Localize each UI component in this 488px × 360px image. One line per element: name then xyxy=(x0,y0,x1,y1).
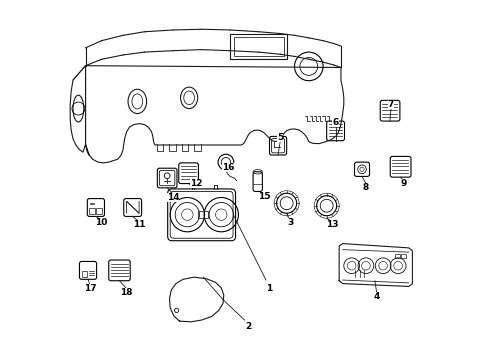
Text: 8: 8 xyxy=(362,183,368,192)
Text: 15: 15 xyxy=(257,192,270,201)
Text: 7: 7 xyxy=(387,100,393,109)
Bar xyxy=(81,271,87,277)
Text: 12: 12 xyxy=(190,179,202,188)
Bar xyxy=(400,253,406,258)
Text: 18: 18 xyxy=(120,288,132,297)
Bar xyxy=(394,253,399,258)
Text: 5: 5 xyxy=(277,132,283,141)
Bar xyxy=(96,208,102,214)
Text: 13: 13 xyxy=(325,220,338,229)
Text: 1: 1 xyxy=(266,284,272,293)
Bar xyxy=(233,37,283,56)
Text: 2: 2 xyxy=(244,322,251,331)
Bar xyxy=(230,34,287,59)
Text: 17: 17 xyxy=(84,284,96,293)
Text: 4: 4 xyxy=(373,292,379,301)
Text: 11: 11 xyxy=(133,220,145,229)
Text: 16: 16 xyxy=(222,163,234,172)
Bar xyxy=(89,208,95,214)
Text: 3: 3 xyxy=(287,219,293,228)
Text: 6: 6 xyxy=(332,118,338,127)
Text: 10: 10 xyxy=(95,219,107,228)
Bar xyxy=(198,211,207,217)
Text: 14: 14 xyxy=(166,193,179,202)
Text: 9: 9 xyxy=(400,179,406,188)
